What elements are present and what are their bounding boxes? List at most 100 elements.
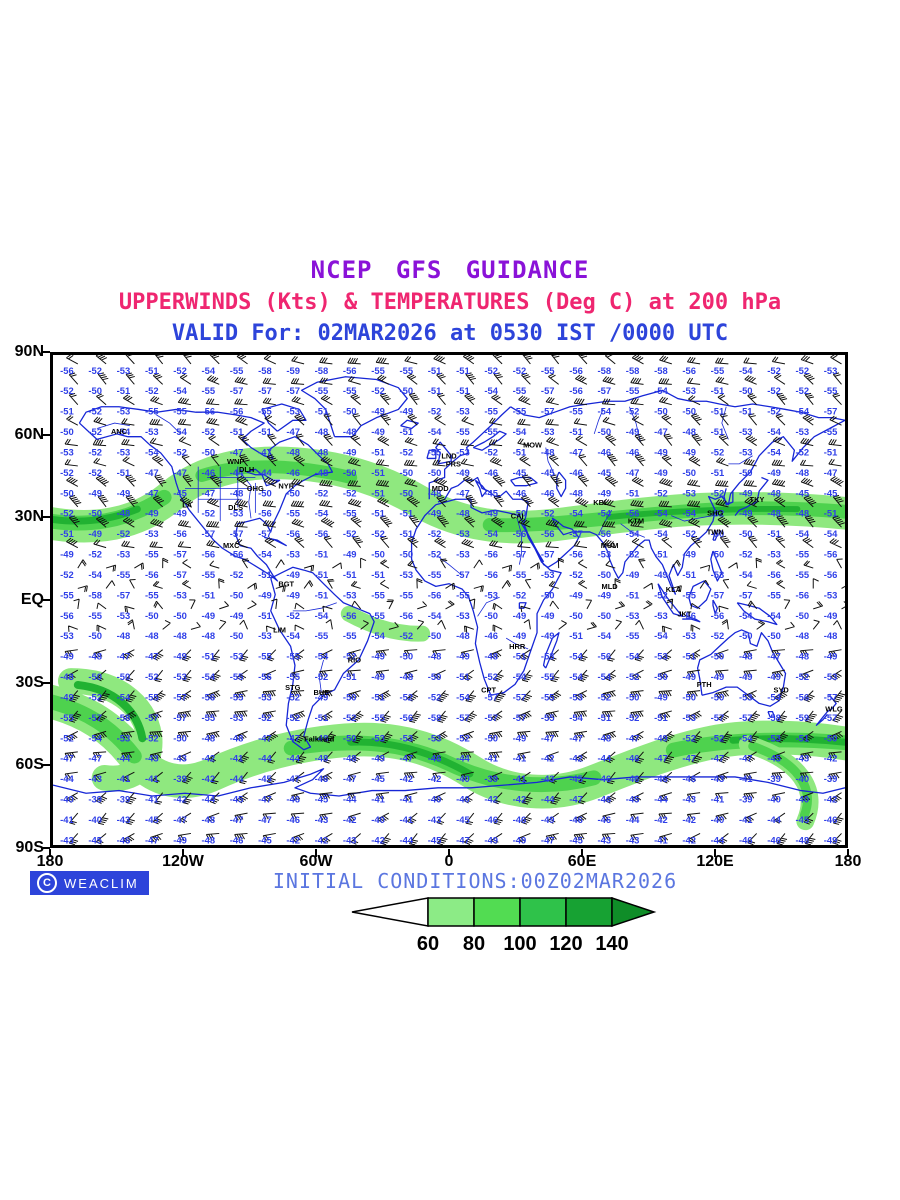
- temp-value: -52: [484, 671, 498, 682]
- temp-value: -43: [682, 794, 696, 805]
- jet-stream-band: [53, 505, 141, 525]
- temp-value: -54: [202, 671, 216, 682]
- temp-value: -53: [428, 732, 442, 743]
- lat-axis-tick: [41, 433, 50, 436]
- temp-value: -54: [202, 365, 216, 376]
- temp-value: -53: [117, 549, 131, 560]
- river-border-line: [545, 447, 555, 475]
- temp-value: -46: [626, 753, 640, 764]
- temp-value: -48: [117, 508, 131, 519]
- temp-value: -56: [569, 385, 583, 396]
- temp-value: -47: [286, 732, 300, 743]
- lat-axis-tick: [41, 351, 50, 353]
- temp-value: -53: [598, 549, 612, 560]
- temp-value: -47: [654, 426, 668, 437]
- temp-value: -52: [428, 528, 442, 539]
- temp-value: -43: [173, 753, 187, 764]
- temp-value: -45: [824, 487, 838, 498]
- temp-value: -58: [88, 589, 102, 600]
- temp-value: -52: [88, 691, 102, 702]
- temp-value: -50: [88, 671, 102, 682]
- coastline: [556, 471, 567, 498]
- coastline: [518, 602, 527, 609]
- temp-value: -49: [371, 406, 385, 417]
- temp-value: -54: [739, 610, 753, 621]
- temp-value: -52: [371, 528, 385, 539]
- temp-value: -47: [286, 773, 300, 784]
- temp-value: -56: [626, 508, 640, 519]
- temp-value: -49: [654, 569, 668, 580]
- temp-value: -54: [767, 610, 781, 621]
- temp-value: -54: [654, 528, 668, 539]
- temp-value: -47: [626, 467, 640, 478]
- temp-value: -43: [315, 814, 329, 825]
- temp-value: -56: [343, 365, 357, 376]
- temp-value: -54: [598, 671, 612, 682]
- temp-value: -55: [484, 406, 498, 417]
- temp-value: -49: [598, 589, 612, 600]
- temp-value: -51: [117, 385, 131, 396]
- temp-value: -50: [484, 732, 498, 743]
- temp-value: -53: [682, 712, 696, 723]
- temp-value: -48: [315, 732, 329, 743]
- station-label: KLA: [666, 585, 682, 594]
- temp-value: -41: [400, 814, 414, 825]
- temp-value: -52: [286, 691, 300, 702]
- temp-value: -50: [711, 651, 725, 662]
- temp-value: -55: [202, 385, 216, 396]
- map-canvas: -56 -52 -53 -51 -52 -54 -55 -58 -59 -58 -56 -55 -55 -…: [53, 355, 845, 845]
- temp-value: -47: [569, 794, 583, 805]
- temp-value: -48: [739, 651, 753, 662]
- temp-value: -49: [569, 589, 583, 600]
- temp-value: -45: [626, 794, 640, 805]
- temp-value: -54: [315, 651, 329, 662]
- temp-value: -54: [598, 630, 612, 641]
- temp-value: -51: [824, 446, 838, 457]
- temp-value: -52: [145, 732, 159, 743]
- lon-axis-tick: [315, 849, 317, 857]
- temp-value: -41: [739, 773, 753, 784]
- temp-value: -51: [117, 467, 131, 478]
- temp-value: -57: [484, 712, 498, 723]
- temp-value: -55: [626, 630, 640, 641]
- temp-value: -55: [230, 691, 244, 702]
- temp-value: -53: [117, 406, 131, 417]
- temp-value: -49: [513, 610, 527, 621]
- temp-value: -54: [315, 508, 329, 519]
- temp-value: -52: [626, 549, 640, 560]
- temp-value: -51: [371, 446, 385, 457]
- temp-value: -51: [711, 406, 725, 417]
- temp-value: -51: [654, 549, 668, 560]
- temp-value: -57: [173, 712, 187, 723]
- lat-axis-label: 60N: [14, 425, 44, 443]
- temp-value: -54: [117, 691, 131, 702]
- temp-value: -57: [739, 712, 753, 723]
- temp-value: -50: [230, 589, 244, 600]
- temp-value: -47: [202, 487, 216, 498]
- temp-value: -46: [598, 794, 612, 805]
- legend-color-box: [427, 897, 475, 927]
- temp-value: -55: [400, 589, 414, 600]
- temp-value: -54: [767, 691, 781, 702]
- temp-value: -52: [484, 446, 498, 457]
- temp-value: -54: [767, 426, 781, 437]
- temp-value: -56: [202, 549, 216, 560]
- temp-value: -56: [202, 406, 216, 417]
- temp-value: -52: [541, 508, 555, 519]
- temp-value: -54: [654, 385, 668, 396]
- temp-value: -50: [569, 610, 583, 621]
- temp-value: -56: [598, 528, 612, 539]
- temp-value: -44: [117, 753, 131, 764]
- temp-value: -54: [315, 610, 329, 621]
- lon-axis-label: 180: [834, 853, 862, 870]
- temp-value: -53: [230, 651, 244, 662]
- copyright-icon: C: [37, 873, 57, 893]
- temp-value: -41: [371, 794, 385, 805]
- temp-value: -44: [258, 753, 272, 764]
- temp-value: -52: [654, 589, 668, 600]
- temp-value: -49: [739, 508, 753, 519]
- temp-value: -47: [88, 753, 102, 764]
- temp-value: -52: [428, 406, 442, 417]
- temp-value: -51: [428, 365, 442, 376]
